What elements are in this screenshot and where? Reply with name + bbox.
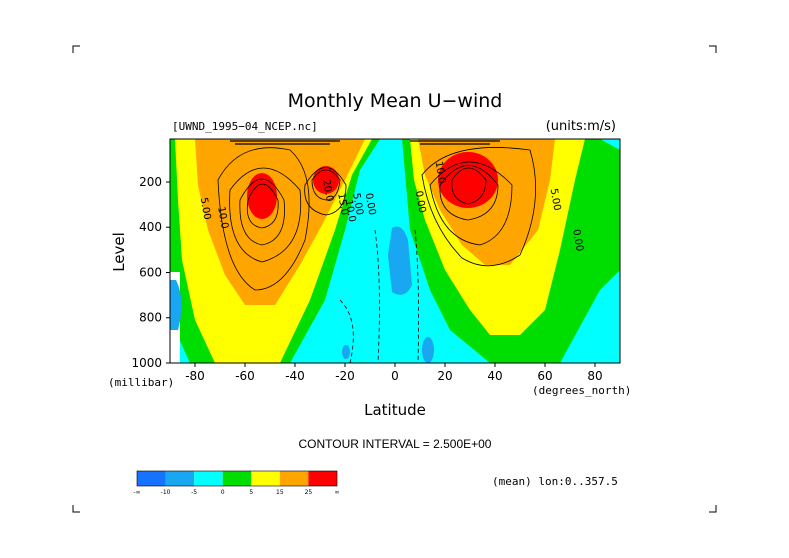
colorbar-tick-label: -10	[161, 489, 171, 496]
x-tick-label: 80	[587, 369, 602, 383]
colorbar-swatch	[137, 471, 166, 486]
y-tick-label: 400	[139, 220, 162, 234]
contour-lines	[217, 147, 537, 291]
contour-field: 5.00 10.020.015.010.05.000.00 0.0010.05.00…	[170, 139, 620, 363]
colorbar-swatch	[279, 471, 309, 486]
x-tick-label: -60	[235, 369, 255, 383]
colorbar-frame	[136, 470, 338, 487]
contour-label: 0.00	[570, 228, 585, 252]
colorbar-swatch	[165, 471, 195, 486]
x-tick-label: -80	[185, 369, 205, 383]
colorbar-tick-label: 25	[305, 489, 313, 496]
contour-label: 20.0	[320, 179, 335, 203]
x-tick-label: 40	[487, 369, 502, 383]
easterly-pocket-2	[422, 337, 434, 363]
x-axis-title: Latitude	[364, 401, 426, 419]
sh-subtropical-core	[313, 166, 339, 194]
top-contour-jumble	[230, 140, 500, 145]
contour-label: 15.0	[335, 192, 350, 216]
colorbar-swatch	[222, 471, 252, 486]
colorbar-tick-label: 0	[221, 489, 225, 496]
x-units: (degrees_north)	[532, 384, 631, 397]
x-axis: -80 -60 -40 -20 0 20 40 60 80	[185, 363, 603, 383]
y-tick-label: 600	[139, 265, 162, 279]
corner-marks	[72, 45, 717, 513]
mean-note: (mean) lon:0..357.5	[492, 475, 618, 488]
colorbar-tick-label: 15	[276, 489, 284, 496]
colorbar-tick-label: 5	[249, 489, 253, 496]
polar-easterly	[170, 280, 182, 330]
x-tick-label: 60	[537, 369, 552, 383]
contour-label: 10.0	[343, 199, 358, 223]
colorbar-tick-label: ∞	[335, 489, 340, 496]
contour-label: 10.0	[215, 206, 230, 230]
contour-interval: CONTOUR INTERVAL = 2.500E+00	[299, 437, 492, 451]
x-tick-label: -40	[285, 369, 305, 383]
colorbar-tick-label: -∞	[133, 489, 140, 496]
y-axis-title: Level	[110, 232, 128, 272]
sh-jet-core	[247, 173, 277, 219]
y-tick-label: 800	[139, 311, 162, 325]
y-units: (millibar)	[108, 376, 174, 389]
colorbar: -∞ -10 -5 0 5 15 25 ∞	[133, 470, 340, 496]
colorbar-swatch	[251, 471, 280, 486]
units-label: (units:m/s)	[546, 119, 616, 134]
chart-title: Monthly Mean U−wind	[288, 90, 503, 112]
contour-label: 5.00	[548, 188, 563, 212]
colorbar-swatch	[194, 471, 223, 486]
contour-label: 5.00	[350, 192, 365, 216]
contour-label: 5.00	[198, 197, 213, 221]
colorbar-tick-label: -5	[191, 489, 197, 496]
colorbar-swatch	[308, 471, 337, 486]
dashed-contours	[339, 229, 419, 363]
contour-label: 0.00	[413, 190, 428, 214]
y-axis: 200 400 600 800 1000	[131, 175, 170, 370]
easterly-pocket-3	[342, 345, 350, 359]
y-tick-label: 200	[139, 175, 162, 189]
x-tick-label: -20	[335, 369, 355, 383]
easterly-pocket	[388, 226, 412, 295]
contour-label: 10.0	[433, 161, 448, 185]
x-tick-label: 0	[391, 369, 399, 383]
y-tick-label: 1000	[131, 356, 162, 370]
x-tick-label: 20	[437, 369, 452, 383]
contour-label: 0.00	[363, 192, 378, 216]
dataset-label: [UWND_1995−04_NCEP.nc]	[172, 120, 318, 133]
